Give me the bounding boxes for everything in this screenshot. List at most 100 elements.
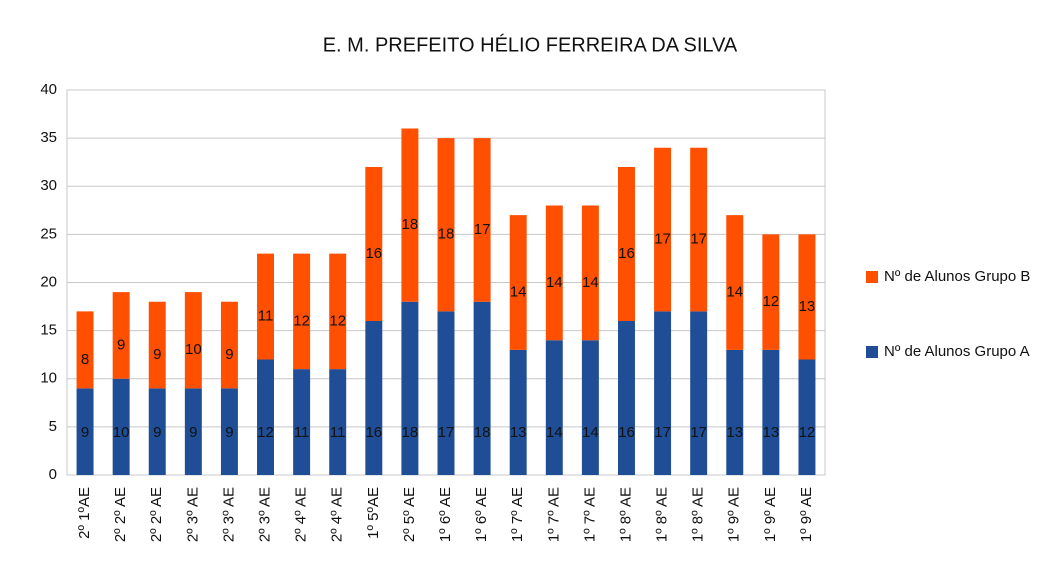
x-tick-label: 2º 3º AE [220,487,237,542]
x-tick-label: 1º 7º AE [581,487,598,542]
bar-segment [184,388,202,475]
data-label: 9 [153,424,161,441]
data-label: 12 [257,424,274,441]
data-label: 8 [81,351,89,368]
data-label: 12 [293,312,310,329]
bar-segment [581,340,599,475]
bar-segment [184,292,202,389]
x-tick-label: 2º 3º AE [184,487,201,542]
bar-segment [545,340,563,475]
data-label: 17 [654,231,671,248]
data-label: 13 [763,424,780,441]
x-tick-label: 1º 8º AE [617,487,634,542]
legend-swatch [866,346,878,358]
data-label: 14 [546,274,563,291]
data-label: 9 [81,424,89,441]
x-tick-label: 1º 9º AE [798,487,815,542]
data-label: 16 [365,245,382,262]
x-tick-label: 1º 9º AE [762,487,779,542]
legend-swatch [866,271,878,283]
bar-segment [76,388,94,475]
data-label: 18 [402,424,419,441]
data-label: 10 [185,341,202,358]
data-label: 16 [618,424,635,441]
bar-segment [112,378,130,475]
bar-segment [257,253,275,360]
bar-segment [617,321,635,475]
bar-segment [473,301,491,475]
y-tick-label: 20 [40,273,57,290]
x-tick-label: 1º 8º AE [654,487,671,542]
data-label: 12 [799,424,816,441]
data-label: 16 [618,245,635,262]
bar-segment [401,128,419,302]
y-tick-label: 10 [40,370,57,387]
x-tick-label: 1º 9º AE [726,487,743,542]
bar-segment [437,138,455,312]
data-label: 9 [225,424,233,441]
y-tick-label: 0 [49,466,57,483]
bar-segment [112,292,130,379]
x-tick-label: 1º 7º AE [509,487,526,542]
data-label: 14 [582,424,599,441]
data-label: 17 [690,424,707,441]
data-label: 12 [763,293,780,310]
data-label: 18 [474,424,491,441]
bar-segment [473,138,491,302]
bar-segment [581,205,599,341]
bar-segment [617,167,635,321]
data-label: 11 [294,424,310,441]
data-label: 16 [365,424,382,441]
data-label: 13 [726,424,743,441]
data-label: 9 [117,336,125,353]
legend-label: Nº de Alunos Grupo A [884,343,1030,360]
data-label: 17 [690,231,707,248]
bar-segment [509,349,527,475]
bar-segment [437,311,455,475]
x-tick-label: 2º 2º AE [112,487,129,542]
bar-segment [798,234,816,360]
data-label: 9 [225,346,233,363]
bar-segment [148,301,166,389]
data-label: 9 [189,424,197,441]
data-label: 12 [329,312,346,329]
legend-label: Nº de Alunos Grupo B [884,268,1030,285]
chart-title: E. M. PREFEITO HÉLIO FERREIRA DA SILVA [323,33,738,56]
bar-segment [329,253,347,370]
bar-segment [690,147,708,312]
bar-segment [654,147,672,312]
data-label: 11 [330,424,346,441]
x-tick-label: 1º 7º AE [545,487,562,542]
data-label: 13 [510,424,527,441]
data-label: 17 [474,221,491,238]
data-label: 17 [438,424,455,441]
data-label: 18 [402,216,419,233]
bar-segment [726,349,744,475]
bar-segment [762,349,780,475]
y-tick-label: 40 [40,81,57,98]
bar-segment [690,311,708,475]
x-tick-label: 1º 8º AE [690,487,707,542]
data-label: 9 [153,346,161,363]
bar-segment [293,369,311,475]
bar-segment [76,311,94,389]
bar-segment [293,253,311,370]
x-tick-label: 1º 6º AE [473,487,490,542]
bar-segment [220,388,238,475]
bar-segment [762,234,780,350]
bar-segment [148,388,166,475]
data-label: 17 [654,424,671,441]
bar-segment [401,301,419,475]
data-label: 18 [438,226,455,243]
bar-segment [726,215,744,350]
x-tick-label: 2º 4º AE [329,487,346,542]
x-tick-label: 2º 3º AE [256,487,273,542]
y-tick-label: 30 [40,177,57,194]
y-tick-label: 5 [49,418,57,435]
data-label: 14 [546,424,563,441]
y-tick-label: 35 [40,129,57,146]
y-tick-label: 15 [40,322,57,339]
x-tick-label: 1º 5ºAE [365,487,382,539]
